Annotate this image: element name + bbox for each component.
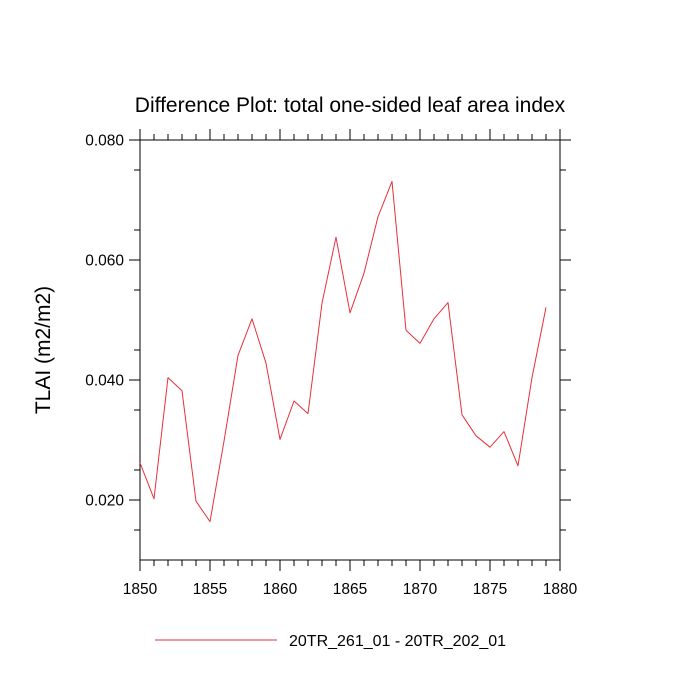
x-tick-label: 1850: [123, 581, 158, 598]
x-tick-label: 1855: [193, 581, 227, 598]
y-tick-label: 0.080: [85, 133, 124, 150]
y-tick-label: 0.040: [85, 373, 124, 390]
plot-frame: [139, 139, 561, 561]
x-tick-label: 1870: [403, 581, 438, 598]
x-tick-label: 1860: [263, 581, 298, 598]
chart-title: Difference Plot: total one-sided leaf ar…: [135, 94, 566, 117]
y-tick-label: 0.060: [85, 253, 124, 270]
legend-entry-label: 20TR_261_01 - 20TR_202_01: [289, 633, 506, 650]
y-axis-ticks: 0.020 0.040 0.060 0.080: [85, 133, 571, 531]
series-layer: [139, 180, 547, 523]
y-axis-label: TLAI (m2/m2): [32, 286, 55, 414]
series-line-0: [139, 180, 547, 523]
x-tick-label: 1875: [473, 581, 507, 598]
y-tick-label: 0.020: [85, 493, 124, 510]
x-tick-label: 1865: [333, 581, 367, 598]
legend: 20TR_261_01 - 20TR_202_01: [155, 633, 506, 650]
x-axis-ticks: 1850 1855 1860 1865 1870 1875 1880: [123, 129, 578, 598]
x-tick-label: 1880: [543, 581, 578, 598]
